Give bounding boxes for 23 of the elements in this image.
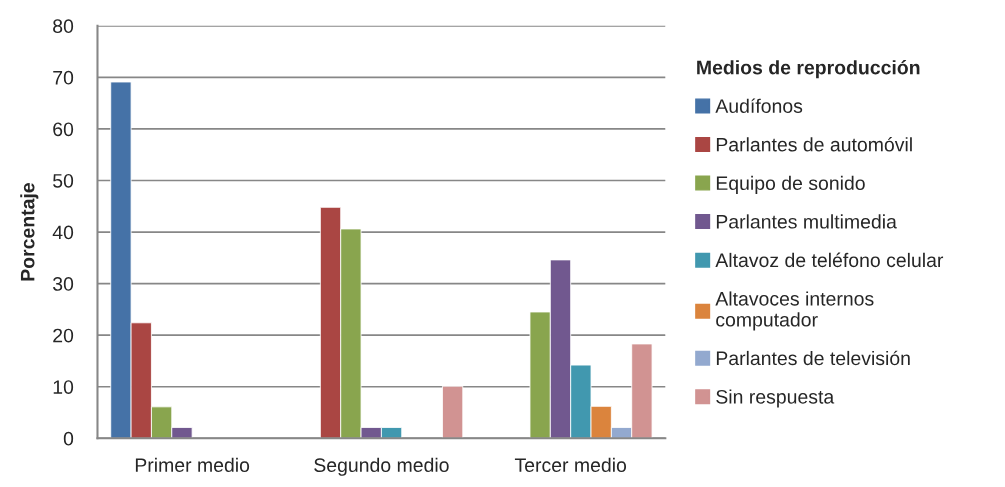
- y-tick-label: 20: [53, 328, 74, 343]
- y-tick-label: 0: [63, 431, 74, 446]
- legend-label: Altavoces internos computador: [715, 291, 874, 331]
- legend-label: Parlantes de automóvil: [716, 137, 912, 152]
- legend-label: Sin respuesta: [716, 389, 835, 408]
- y-tick-label: 60: [53, 122, 74, 137]
- legend-label: Audífonos: [715, 98, 803, 113]
- y-tick-label: 30: [52, 277, 74, 291]
- x-tick-label: Primer medio: [135, 457, 250, 473]
- y-tick-label: 50: [53, 173, 74, 188]
- y-axis-title: Porcentaje: [20, 183, 39, 281]
- y-tick-label: 10: [53, 380, 74, 394]
- legend-label: Parlantes multimedia: [716, 214, 897, 229]
- legend-title: Medios de reproducción: [697, 59, 920, 79]
- x-tick-label: Tercer medio: [514, 457, 627, 473]
- legend-label: Altavoz de teléfono celular: [715, 252, 944, 268]
- y-tick-label: 70: [53, 70, 74, 85]
- y-tick-label: 40: [52, 225, 74, 240]
- legend-label: Parlantes de televisión: [716, 350, 910, 366]
- y-tick-label: 80: [53, 19, 74, 34]
- x-tick-label: Segundo medio: [314, 457, 449, 476]
- bar: [442, 385, 464, 439]
- legend-label: Equipo de sonido: [716, 175, 865, 194]
